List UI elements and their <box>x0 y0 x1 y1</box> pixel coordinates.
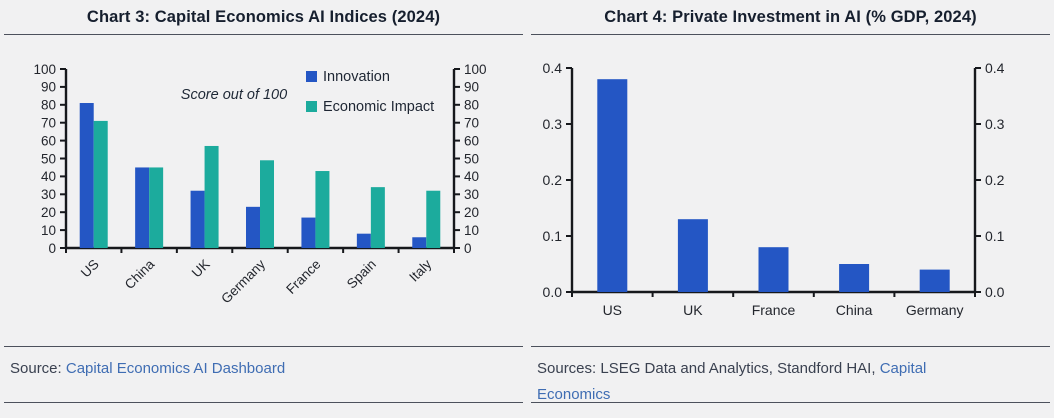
y-tick-label: 80 <box>464 98 479 113</box>
x-category-label: Germany <box>906 302 964 318</box>
y-tick-label: 0.2 <box>985 172 1005 188</box>
y-tick-label: 60 <box>464 133 479 148</box>
chart4-source-link[interactable]: Capital Economics <box>537 360 927 403</box>
y-tick-label: 100 <box>464 62 487 77</box>
y-tick-label: 0.0 <box>543 284 563 300</box>
x-category-label: China <box>836 302 873 318</box>
chart4-source: Sources: LSEG Data and Analytics, Standf… <box>531 346 1050 403</box>
legend-swatch <box>306 71 317 82</box>
y-tick-label: 10 <box>464 223 479 238</box>
chart3-title: Chart 3: Capital Economics AI Indices (2… <box>4 0 523 35</box>
y-tick-label: 30 <box>464 187 479 202</box>
bar-China-Economic Impact <box>149 167 164 248</box>
y-tick-label: 0.1 <box>543 228 563 244</box>
y-tick-label: 0.2 <box>543 172 563 188</box>
x-category-label: France <box>752 302 796 318</box>
chart4-source-label: Sources: LSEG Data and Analytics, Standf… <box>537 360 880 377</box>
y-tick-label: 10 <box>41 223 56 238</box>
y-tick-label: 50 <box>41 151 56 166</box>
x-category-label: France <box>283 257 323 297</box>
y-tick-label: 0.4 <box>985 60 1005 76</box>
x-category-label: Spain <box>344 257 379 292</box>
bar-UK-Innovation <box>190 190 205 248</box>
x-category-label: US <box>78 257 102 281</box>
chart4-bar-chart: 0.0 0.0 0.1 0.1 0.2 0.2 0.3 0.3 0.4 0.4 US UK France… <box>543 60 1005 318</box>
bar-France-Innovation <box>301 217 316 248</box>
chart3-source-link[interactable]: Capital Economics AI Dashboard <box>65 360 286 377</box>
y-tick-label: 0.0 <box>985 284 1005 300</box>
chart4-panel: Chart 4: Private Investment in AI (% GDP… <box>531 0 1050 418</box>
chart-annotation: Score out of 100 <box>181 87 287 103</box>
bar-UK-Economic Impact <box>204 145 219 248</box>
y-tick-label: 90 <box>464 80 479 95</box>
bar-Spain-Innovation <box>356 233 371 248</box>
y-tick-label: 0 <box>48 241 56 256</box>
y-tick-label: 50 <box>464 151 479 166</box>
chart3-source-label: Source: <box>10 360 66 377</box>
x-category-label: Germany <box>218 256 268 306</box>
y-tick-label: 0.4 <box>543 60 563 76</box>
y-tick-label: 90 <box>41 80 56 95</box>
bar-France-Economic Impact <box>315 171 330 248</box>
chart3-grouped-bar-chart: 0 0 10 10 20 20 30 30 40 40 50 50 60 60 70 70 80 80 90 90 10… <box>33 62 487 307</box>
y-tick-label: 0.1 <box>985 228 1005 244</box>
bar-Italy-Innovation <box>412 237 427 248</box>
chart3-panel: Chart 3: Capital Economics AI Indices (2… <box>4 0 523 418</box>
bar-US-Innovation <box>79 103 94 248</box>
y-tick-label: 20 <box>464 205 479 220</box>
y-tick-label: 40 <box>464 169 479 184</box>
bar-France <box>758 247 789 292</box>
legend-label: Economic Impact <box>323 99 434 115</box>
bar-US <box>597 79 628 292</box>
bar-Germany <box>919 269 950 292</box>
y-tick-label: 40 <box>41 169 56 184</box>
legend-swatch <box>306 101 317 112</box>
bar-China <box>839 264 870 292</box>
x-category-label: US <box>603 302 622 318</box>
bar-Germany-Economic Impact <box>260 160 274 248</box>
chart4-title: Chart 4: Private Investment in AI (% GDP… <box>531 0 1050 35</box>
legend-label: Innovation <box>323 69 390 85</box>
x-category-label: Italy <box>406 256 434 284</box>
y-tick-label: 30 <box>41 187 56 202</box>
x-category-label: UK <box>189 257 213 281</box>
y-tick-label: 20 <box>41 205 56 220</box>
y-tick-label: 70 <box>41 116 56 131</box>
y-tick-label: 100 <box>33 62 56 77</box>
bar-Italy-Economic Impact <box>426 190 441 248</box>
bar-UK <box>677 219 708 292</box>
y-tick-label: 0.3 <box>985 116 1005 132</box>
y-tick-label: 0 <box>464 241 472 256</box>
x-category-label: China <box>122 256 158 292</box>
y-tick-label: 0.3 <box>543 116 563 132</box>
bar-China-Innovation <box>135 167 150 248</box>
bar-Germany-Innovation <box>246 206 260 248</box>
y-tick-label: 70 <box>464 116 479 131</box>
y-tick-label: 60 <box>41 133 56 148</box>
bar-Spain-Economic Impact <box>370 187 385 248</box>
bar-US-Economic Impact <box>93 120 108 248</box>
y-tick-label: 80 <box>41 98 56 113</box>
chart3-source: Source: Capital Economics AI Dashboard <box>4 346 523 403</box>
x-category-label: UK <box>683 302 703 318</box>
